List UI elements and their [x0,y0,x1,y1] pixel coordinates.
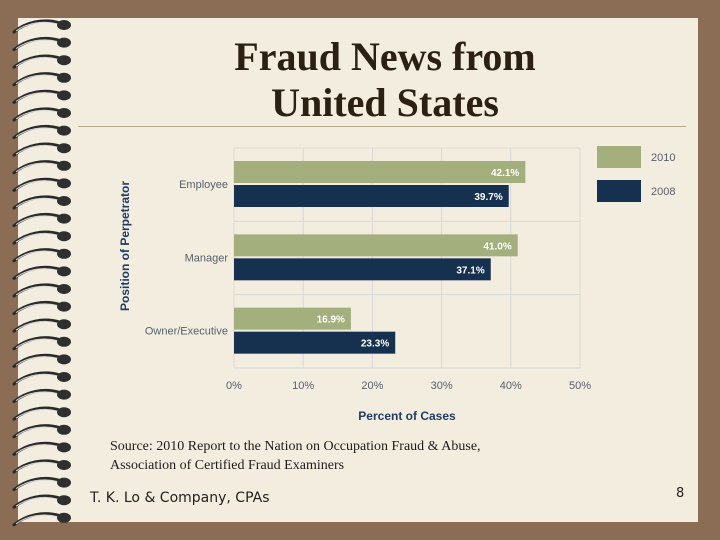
category-labels: Employee Manager Owner/Executive [145,179,228,338]
bar-chart: 42.1% 39.7% 41.0% 37.1% 16.9% 23.3% Employee M… [118,146,675,423]
source-line-1: Source: 2010 Report to the Nation on Occ… [110,439,481,454]
bar-2008 [234,331,396,354]
spiral-ring [12,406,71,421]
legend-label: 2010 [651,152,675,164]
x-tick-label: 40% [500,380,522,392]
bar-data-label: 42.1% [491,168,519,179]
legend-swatch-2008 [597,180,641,202]
title-line-2: United States [271,80,499,125]
slide-title: Fraud News from United States [150,34,620,126]
bar-2008 [234,185,509,207]
spiral-ring [12,265,71,280]
spiral-ring [12,72,71,87]
spiral-ring [12,512,71,527]
spiral-ring [12,124,71,140]
spiral-ring [12,300,71,316]
spiral-ring [12,494,71,509]
spiral-ring [12,248,71,263]
spiral-ring [12,54,71,69]
spiral-ring [12,441,71,456]
spiral-ring [12,318,71,333]
source-citation: Source: 2010 Report to the Nation on Occ… [110,437,630,475]
x-tick-label: 0% [226,380,242,392]
company-name: T. K. Lo & Company, CPAs [90,490,270,506]
bar-data-label: 41.0% [483,241,511,252]
x-tick-label: 50% [569,380,591,392]
spiral-ring [12,212,71,228]
spiral-ring [12,177,71,192]
spiral-ring [12,336,71,351]
chart-bars: 42.1% 39.7% 41.0% 37.1% 16.9% 23.3% [234,161,526,354]
spiral-binding [12,19,71,527]
bar-2008 [234,258,491,281]
category-label: Employee [179,179,228,191]
bar-data-label: 39.7% [474,192,502,203]
spiral-ring [12,371,71,386]
bar-data-label: 37.1% [456,265,484,276]
spiral-ring [12,195,71,210]
x-axis-title: Percent of Cases [358,409,456,423]
title-line-1: Fraud News from [234,34,536,79]
spiral-ring [12,107,71,122]
spiral-ring [12,476,71,492]
x-tick-label: 10% [292,380,314,392]
category-label: Manager [185,252,229,264]
y-axis-title: Position of Perpetrator [118,181,132,311]
spiral-ring [12,459,71,474]
bar-2010 [234,161,526,183]
bar-2010 [234,234,518,257]
tick-labels: 0% 10% 20% 30% 40% 50% [226,380,591,392]
legend-swatch-2010 [597,146,641,168]
page-number: 8 [676,486,685,501]
spiral-ring [12,388,71,404]
spiral-ring [12,230,71,245]
spiral-ring [12,160,71,175]
bar-data-label: 16.9% [317,315,345,326]
spiral-ring [12,424,71,439]
spiral-ring [12,19,71,34]
legend-label: 2008 [651,186,675,198]
spiral-ring [12,142,71,157]
title-divider [78,126,686,127]
bar-2010 [234,307,351,330]
chart-legend: 2010 2008 [597,146,675,202]
chart-grid [233,147,581,369]
x-tick-label: 30% [431,380,453,392]
spiral-ring [12,353,71,368]
spiral-ring [12,283,71,298]
bar-data-label: 23.3% [361,339,389,350]
x-tick-label: 20% [361,380,383,392]
spiral-ring [12,89,71,104]
category-label: Owner/Executive [145,326,228,338]
spiral-ring [12,36,71,52]
source-line-2: Association of Certified Fraud Examiners [110,458,345,473]
